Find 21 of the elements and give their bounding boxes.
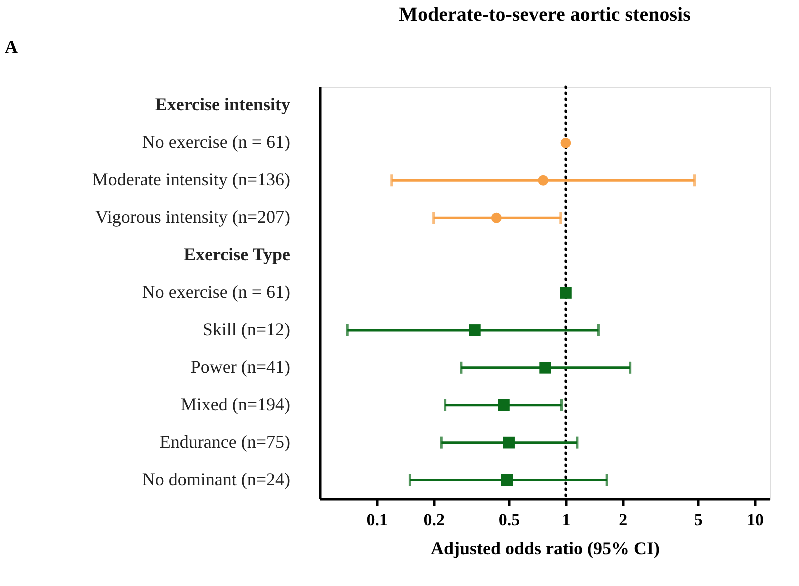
y-tick-label: Power (n=41) xyxy=(190,356,290,377)
y-tick-label: No exercise (n = 61) xyxy=(142,132,290,152)
y-tick-label: No dominant (n=24) xyxy=(142,469,290,490)
text: A xyxy=(5,37,18,57)
y-tick-label: Skill (n=12) xyxy=(202,319,291,340)
chart-title: Moderate-to-severe aortic stenosis xyxy=(399,4,692,26)
x-axis-title: Adjusted odds ratio (95% CI) xyxy=(430,538,660,558)
x-tick-label: 0.5 xyxy=(498,510,520,530)
y-tick-label: Exercise Type xyxy=(184,244,290,265)
y-tick-label: Exercise intensity xyxy=(155,94,290,115)
y-tick-label: Moderate intensity (n=136) xyxy=(92,170,290,190)
y-tick-label: Vigorous intensity (n=207) xyxy=(95,207,290,228)
x-tick-label: 1 xyxy=(562,510,571,530)
x-tick-label: 0.2 xyxy=(424,510,445,530)
x-tick-label: 0.1 xyxy=(366,510,388,530)
y-tick-label: Endurance (n=75) xyxy=(160,432,290,452)
x-tick-label: 5 xyxy=(694,510,703,530)
y-tick-label: Mixed (n=194) xyxy=(180,394,290,414)
x-tick-label: 10 xyxy=(747,510,764,530)
x-tick-label: 2 xyxy=(619,510,628,530)
y-tick-label: No exercise (n = 61) xyxy=(142,282,290,302)
